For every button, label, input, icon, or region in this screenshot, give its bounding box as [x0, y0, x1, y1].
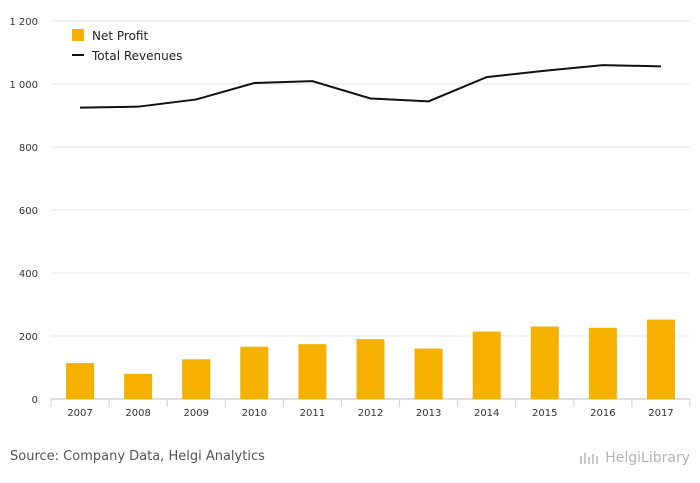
x-tick-label: 2016	[590, 408, 615, 419]
x-tick-label: 2007	[67, 408, 92, 419]
bar-net-profit	[66, 363, 95, 399]
bar-net-profit	[240, 346, 269, 399]
chart: 0 200 400 600 800 1 000 1 200 2007 2008 2009 2010…	[9, 17, 691, 419]
legend: Net Profit Total Revenues	[72, 29, 182, 63]
bar-net-profit	[472, 331, 501, 399]
y-tick-label: 0	[32, 395, 38, 406]
grid-lines	[51, 20, 690, 400]
line-total-revenues	[80, 64, 661, 109]
x-tick-label: 2014	[474, 408, 499, 419]
x-tick-label: 2012	[358, 408, 383, 419]
x-axis-ticks: 2007 2008 2009 2010 2011 2012 2013 2014 2015 2016…	[50, 399, 691, 419]
bar-net-profit	[298, 344, 327, 399]
y-tick-label: 400	[19, 269, 38, 280]
bar-net-profit	[124, 373, 153, 399]
y-tick-label: 200	[19, 332, 38, 343]
x-tick-label: 2011	[300, 408, 325, 419]
source-note: Source: Company Data, Helgi Analytics	[10, 449, 265, 464]
x-tick-label: 2009	[184, 408, 209, 419]
bar-net-profit	[414, 348, 443, 399]
x-tick-label: 2010	[242, 408, 267, 419]
bar-series	[66, 319, 675, 399]
y-tick-label: 800	[19, 143, 38, 154]
helgi-library-logo: HelgiLibrary	[579, 450, 690, 466]
y-tick-label: 1 200	[9, 17, 38, 28]
bar-net-profit	[530, 326, 559, 399]
x-tick-label: 2017	[648, 408, 673, 419]
bar-net-profit	[646, 319, 675, 399]
y-axis-ticks: 0 200 400 600 800 1 000 1 200	[9, 17, 38, 406]
bar-net-profit	[588, 327, 617, 399]
bar-net-profit	[356, 339, 385, 399]
line-series	[80, 64, 661, 109]
x-tick-label: 2008	[125, 408, 150, 419]
bar-net-profit	[182, 359, 211, 399]
x-tick-label: 2013	[416, 408, 441, 419]
legend-swatch-net-profit	[72, 29, 84, 41]
y-tick-label: 600	[19, 206, 38, 217]
library-icon	[580, 453, 599, 464]
x-tick-label: 2015	[532, 408, 557, 419]
legend-label-net-profit: Net Profit	[92, 29, 148, 43]
y-tick-label: 1 000	[9, 80, 38, 91]
legend-label-total-revenues: Total Revenues	[91, 49, 182, 63]
logo-text: HelgiLibrary	[605, 450, 690, 466]
